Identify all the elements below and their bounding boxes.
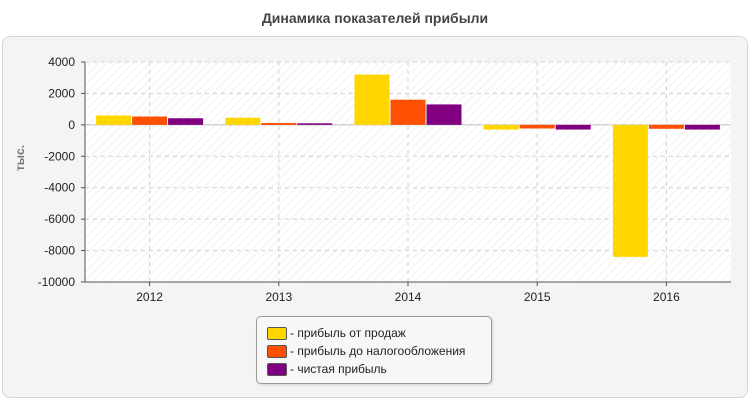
x-tick-label: 2013: [265, 290, 292, 304]
legend: - прибыль от продаж - прибыль до налогоо…: [256, 316, 492, 384]
x-tick-label: 2012: [136, 290, 163, 304]
bar-2014-series-1: [354, 74, 390, 125]
bar-2016-series-1: [612, 124, 648, 257]
legend-item-sales-profit: - прибыль от продаж: [267, 325, 406, 341]
x-tick-labels: 2012 2013 2014 2015 2016: [136, 290, 680, 304]
bar-2015-series-1: [483, 124, 519, 130]
bar-2016-series-2: [648, 124, 684, 129]
y-tick-label: -10000: [38, 275, 76, 289]
axes: [81, 61, 731, 286]
y-tick-label: 2000: [48, 86, 75, 100]
legend-item-net-profit: - чистая прибыль: [267, 361, 387, 377]
bars: [96, 74, 720, 257]
y-tick-label: -8000: [44, 244, 75, 258]
bar-2015-series-2: [519, 124, 555, 129]
bar-2014-series-3: [426, 104, 462, 125]
y-axis-label: тыс.: [13, 145, 27, 171]
bar-2012-series-3: [168, 118, 204, 125]
x-tick-label: 2014: [395, 290, 422, 304]
legend-swatch: [267, 344, 287, 358]
bar-2013-series-1: [225, 117, 261, 125]
legend-item-pretax-profit: - прибыль до налогообложения: [267, 343, 465, 359]
y-tick-label: -6000: [44, 212, 75, 226]
chart-title: Динамика показателей прибыли: [261, 10, 489, 26]
bar-2014-series-2: [390, 99, 426, 125]
x-tick-label: 2015: [524, 290, 551, 304]
legend-label: прибыль от продаж: [297, 326, 406, 340]
legend-swatch: [267, 326, 287, 340]
bar-2013-series-2: [261, 122, 297, 125]
y-tick-label: 4000: [48, 55, 75, 69]
legend-label: чистая прибыль: [297, 362, 387, 376]
legend-label: прибыль до налогообложения: [297, 344, 466, 358]
y-tick-labels: 4000 2000 0 -2000 -4000 -6000 -8000 -10000: [38, 55, 76, 289]
x-tick-label: 2016: [653, 290, 680, 304]
bar-2013-series-3: [297, 123, 333, 125]
y-tick-label: -2000: [44, 149, 75, 163]
bar-2016-series-3: [684, 124, 720, 130]
y-tick-label: 0: [68, 118, 75, 132]
legend-swatch: [267, 362, 287, 376]
y-tick-label: -4000: [44, 181, 75, 195]
bar-2015-series-3: [555, 124, 591, 130]
bar-2012-series-1: [96, 115, 132, 125]
bar-2012-series-2: [132, 116, 168, 125]
